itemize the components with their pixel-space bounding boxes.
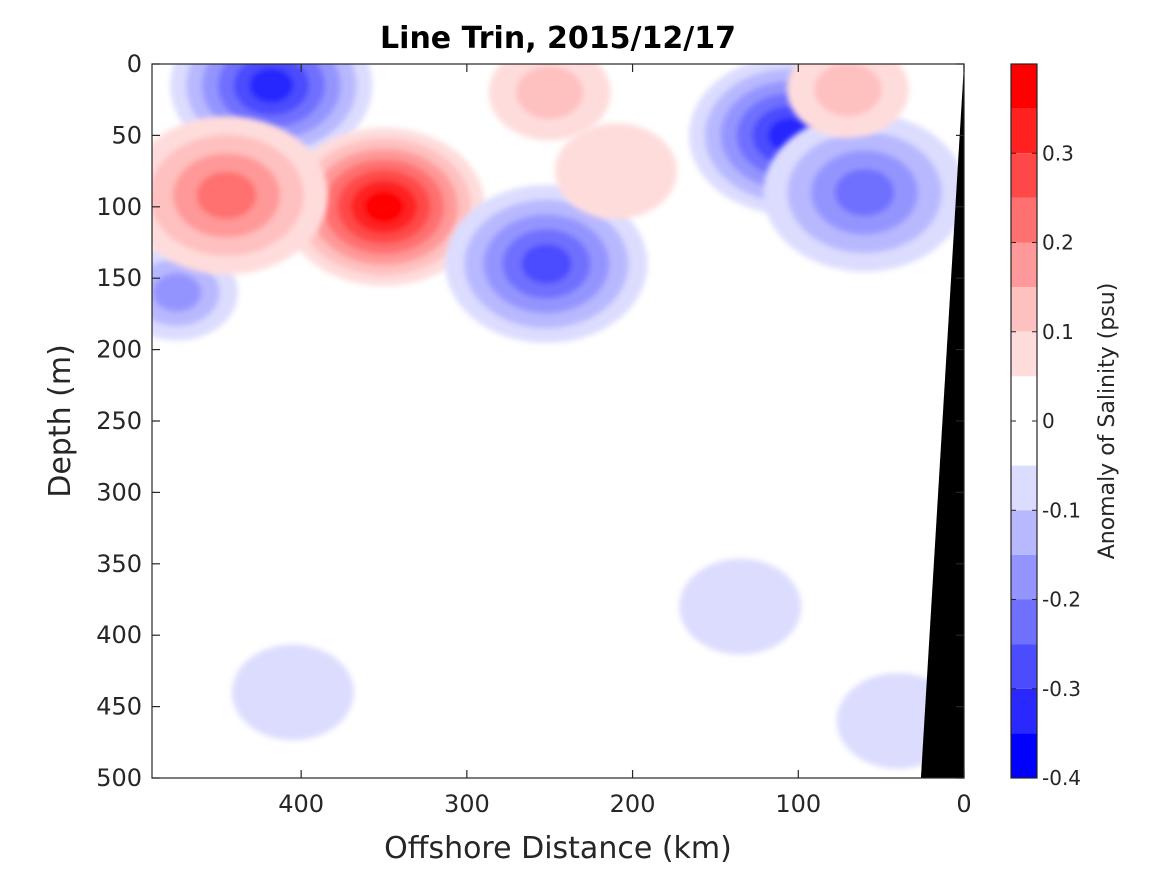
fresh-patch-subsurface-west-level-3 (152, 273, 202, 312)
fresh-patch-mid (445, 184, 648, 344)
colorbar-swatch-9 (1011, 465, 1037, 511)
colorbar-swatch-8 (1011, 421, 1037, 466)
colorbar-swatch-11 (1011, 554, 1037, 600)
fresh-band-east-level-4 (834, 168, 895, 217)
colorbar-swatch-10 (1011, 510, 1037, 555)
salty-patch-east-small (555, 123, 677, 219)
colorbar-swatch-4 (1011, 242, 1037, 288)
y-tick-label: 200 (96, 336, 142, 364)
bathymetry-layer (920, 64, 964, 778)
fresh-patch-deep-mid-level-1 (679, 558, 802, 655)
colorbar-tick-label: 0.3 (1042, 141, 1074, 165)
x-axis-label: Offshore Distance (km) (384, 831, 732, 866)
salty-patch-surface (488, 64, 611, 141)
y-tick-label: 350 (96, 550, 142, 578)
colorbar-tick-label: -0.1 (1042, 498, 1081, 522)
salty-patch-east-surface-level-2 (814, 64, 882, 117)
y-tick-label: 50 (111, 121, 142, 149)
fresh-patch-deep-west (231, 644, 354, 741)
colorbar-swatch-5 (1011, 287, 1037, 332)
colorbar-tick-label: 0.2 (1042, 231, 1074, 255)
colorbar-swatch-1 (1011, 108, 1037, 154)
colorbar-swatch-0 (1011, 64, 1037, 109)
fresh-core-surface-west-level-6 (249, 68, 294, 103)
colorbar-label: Anomaly of Salinity (psu) (1095, 283, 1120, 560)
salty-patch-surface-level-2 (516, 66, 584, 120)
y-tick-label: 150 (96, 264, 142, 292)
colorbar-swatch-6 (1011, 331, 1037, 377)
colorbar-swatch-14 (1011, 688, 1037, 734)
y-tick-label: 400 (96, 621, 142, 649)
colorbar-tick-label: -0.2 (1042, 588, 1081, 612)
colorbar: 0.3 0.2 0.1 0 -0.1 -0.2 -0.3 -0.4 (1010, 63, 1081, 790)
colorbar-swatch-13 (1011, 644, 1037, 689)
y-tick-label: 0 (127, 50, 142, 78)
fresh-patch-mid-level-5 (521, 244, 572, 284)
x-tick-label: 300 (444, 790, 490, 818)
y-tick-label: 300 (96, 478, 142, 506)
x-tick-label: 0 (956, 790, 971, 818)
salty-core-main (283, 127, 485, 286)
salty-patch-east-surface (787, 64, 909, 138)
colorbar-tick-label: -0.4 (1042, 766, 1081, 790)
y-axis-label: Depth (m) (43, 344, 78, 498)
y-tick-label: 500 (96, 764, 142, 792)
chart-title: Line Trin, 2015/12/17 (380, 21, 736, 56)
y-tick-label: 100 (96, 193, 142, 221)
fresh-patch-deep-west-level-1 (231, 644, 354, 741)
colorbar-tick-label: 0.1 (1042, 320, 1074, 344)
colorbar-swatch-7 (1011, 376, 1037, 421)
salty-core-main-level-7 (364, 191, 404, 223)
salty-patch-west (152, 116, 328, 275)
y-tick-label: 250 (96, 407, 142, 435)
colorbar-tick-label: -0.3 (1042, 677, 1081, 701)
y-tick-label: 450 (96, 693, 142, 721)
x-tick-label: 100 (775, 790, 821, 818)
y-axis: 0 50 100 150 200 250 300 350 400 450 500 (96, 50, 964, 792)
fresh-band-east (763, 113, 964, 272)
colorbar-tick-label: 0 (1042, 409, 1055, 433)
colorbar-swatch-3 (1011, 197, 1037, 243)
colorbar-swatch-12 (1011, 599, 1037, 645)
fresh-patch-deep-mid (679, 558, 802, 655)
x-tick-label: 400 (278, 790, 324, 818)
colorbar-swatch-2 (1011, 153, 1037, 198)
colorbar-swatch-15 (1011, 733, 1037, 778)
salty-patch-east-small-level-1 (555, 123, 677, 219)
x-axis: 400 300 200 100 0 (278, 64, 972, 818)
x-tick-label: 200 (610, 790, 656, 818)
bathymetry-wedge (920, 64, 964, 778)
salty-patch-west-level-4 (196, 171, 257, 219)
